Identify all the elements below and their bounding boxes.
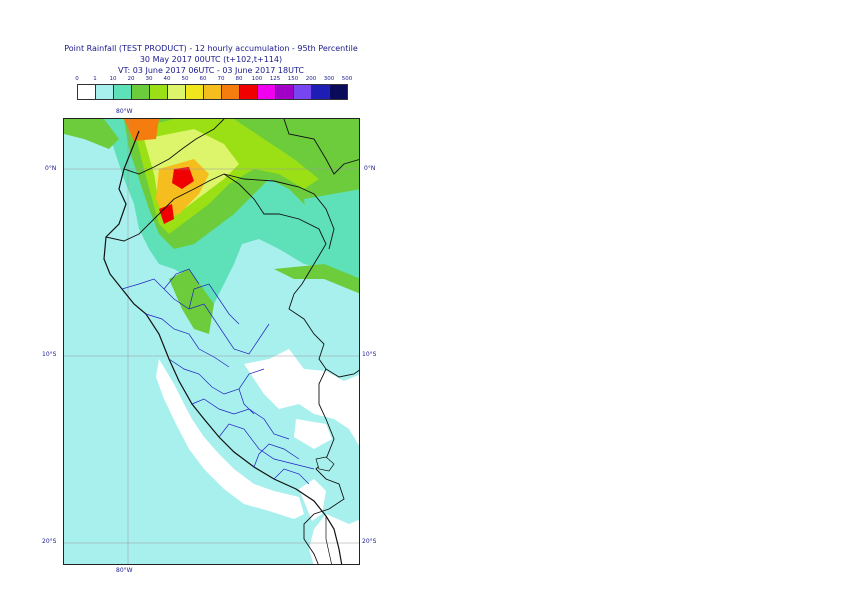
legend-tick-label: 20	[127, 76, 135, 82]
rain-band-red-1	[172, 167, 194, 189]
legend-tick-label: 10	[109, 76, 117, 82]
lon-label-top: 80°W	[116, 108, 133, 115]
legend-swatch	[221, 84, 240, 100]
dry-area	[244, 349, 359, 564]
legend-swatch	[77, 84, 96, 100]
legend-swatch	[257, 84, 276, 100]
legend-swatch	[149, 84, 168, 100]
border-peru-colombia-brazil	[223, 173, 327, 370]
legend-tick-label: 125	[269, 76, 281, 82]
rain-band-red-2	[159, 204, 174, 224]
lake-titicaca	[315, 456, 335, 472]
chart-title: Point Rainfall (TEST PRODUCT) - 12 hourl…	[64, 44, 358, 53]
legend-swatch	[113, 84, 132, 100]
border-ecuador-peru	[105, 173, 225, 242]
legend-tick-label: 60	[199, 76, 207, 82]
dry-patch-1	[294, 419, 332, 449]
lat-label-10-left: 10°S	[42, 351, 57, 358]
legend-tick-label: 80	[235, 76, 243, 82]
rain-green-west	[64, 119, 119, 149]
border-chile-bolivia	[325, 516, 332, 564]
rain-band-orange-top	[124, 119, 159, 141]
legend-swatch	[275, 84, 294, 100]
color-scale-legend: 0 1 10 20 30 40 50 60 70 80 100 125 150 200 300 500	[75, 76, 352, 102]
legend-tick-label: 300	[323, 76, 335, 82]
valid-time-label: VT: 03 June 2017 06UTC - 03 June 2017 18…	[118, 66, 304, 75]
rain-band-green-ne	[304, 189, 359, 283]
lat-label-20-right: 20°S	[362, 538, 377, 545]
legend-swatch	[131, 84, 150, 100]
region-boundaries	[121, 268, 315, 485]
lat-label-10-right: 10°S	[362, 351, 377, 358]
rainfall-map: 80°W	[63, 118, 360, 565]
legend-tick-label: 0	[75, 76, 79, 82]
lat-label-0-left: 0°N	[45, 165, 57, 172]
rain-band-green-east	[274, 264, 359, 294]
lat-label-20-left: 20°S	[42, 538, 57, 545]
legend-swatch	[185, 84, 204, 100]
legend-tick-label: 70	[217, 76, 225, 82]
legend-tick-label: 1	[93, 76, 97, 82]
legend-tick-label: 30	[145, 76, 153, 82]
legend-swatch	[95, 84, 114, 100]
legend-tick-label: 50	[181, 76, 189, 82]
run-time-label: 30 May 2017 00UTC (t+102,t+114)	[139, 55, 283, 64]
border-ecuador-colombia	[123, 119, 225, 175]
legend-tick-label: 200	[305, 76, 317, 82]
border-brazil-colombia	[223, 173, 335, 250]
lon-label-bottom: 80°W	[116, 567, 133, 574]
legend-swatch	[203, 84, 222, 100]
legend-tick-label: 40	[163, 76, 171, 82]
border-peru-bolivia	[303, 368, 359, 564]
legend-swatch	[293, 84, 312, 100]
legend-swatch	[311, 84, 330, 100]
rain-band-green-mid	[169, 269, 214, 334]
legend-tick-label: 100	[251, 76, 263, 82]
lat-label-0-right: 0°N	[364, 165, 376, 172]
legend-tick-label: 150	[287, 76, 299, 82]
legend-swatch	[239, 84, 258, 100]
dry-coastal-strip	[156, 359, 304, 519]
legend-swatch	[167, 84, 186, 100]
legend-swatch	[329, 84, 348, 100]
map-canvas	[64, 119, 359, 564]
legend-tick-label: 500	[341, 76, 353, 82]
border-venezuela-brazil	[283, 119, 359, 175]
